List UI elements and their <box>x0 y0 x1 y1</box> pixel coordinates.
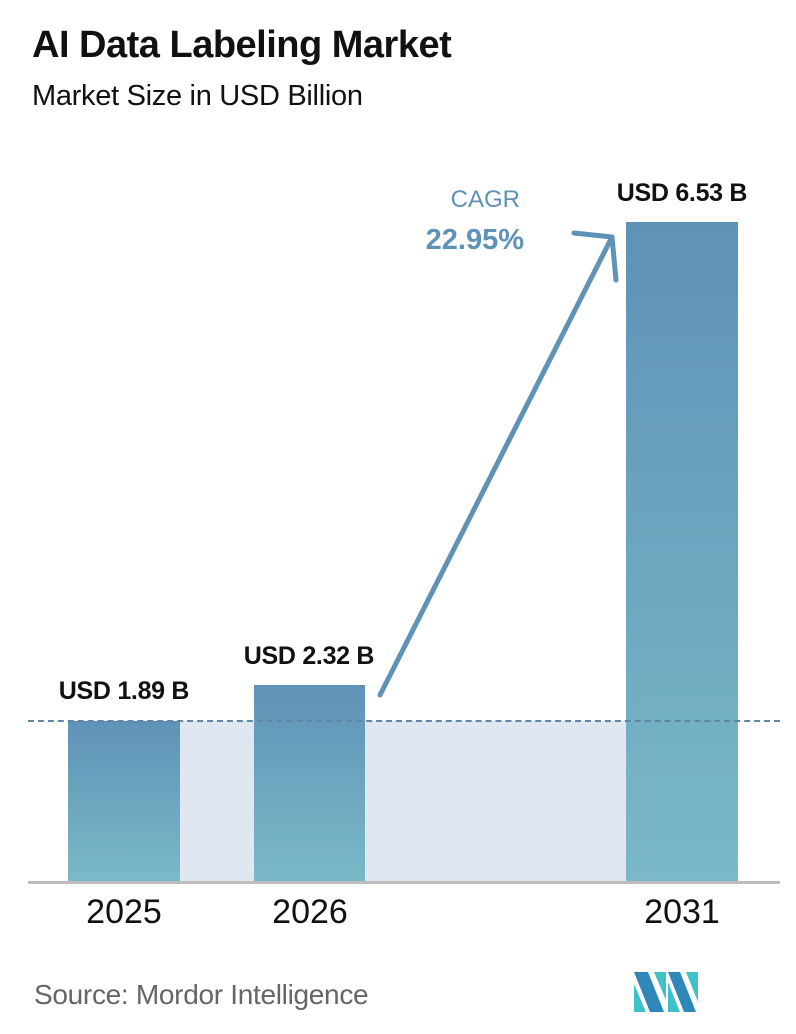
mordor-intelligence-logo-icon <box>634 972 698 1012</box>
chart-subtitle: Market Size in USD Billion <box>32 80 363 112</box>
cagr-label: CAGR <box>450 186 520 213</box>
cagr-value: 22.95% <box>425 224 524 256</box>
bar-label-2031: USD 6.53 B <box>616 179 748 207</box>
source-text: Source: Mordor Intelligence <box>34 979 369 1010</box>
x-tick-2026: 2026 <box>272 893 348 931</box>
x-tick-2031: 2031 <box>644 893 720 931</box>
reference-dashed-line <box>28 720 780 722</box>
bar-2031 <box>626 222 738 881</box>
bar-label-2026: USD 2.32 B <box>243 642 375 670</box>
chart-title: AI Data Labeling Market <box>32 24 452 66</box>
x-axis-baseline <box>28 881 780 884</box>
bar-2026 <box>254 685 365 881</box>
x-tick-2025: 2025 <box>86 893 162 931</box>
bar-2025 <box>68 721 180 881</box>
bar-label-2025: USD 1.89 B <box>58 677 190 705</box>
